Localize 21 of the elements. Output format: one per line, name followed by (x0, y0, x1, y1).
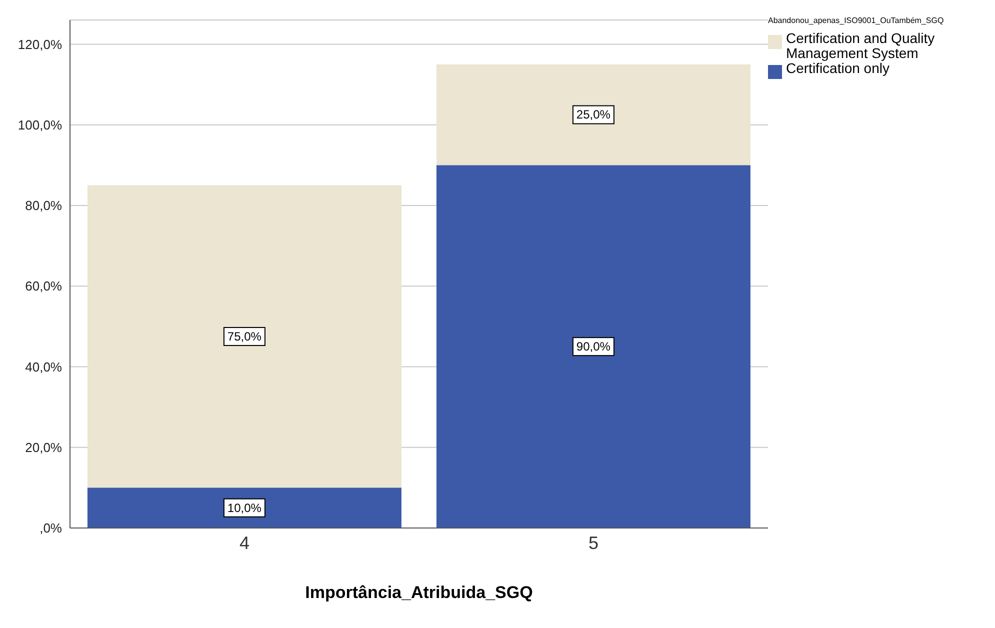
y-tick-label: 120,0% (18, 36, 62, 52)
data-label: 25,0% (576, 108, 611, 122)
y-tick-label: 100,0% (18, 117, 62, 132)
y-tick-label: 80,0% (25, 198, 62, 214)
y-tick-label: ,0% (40, 520, 62, 536)
bar (436, 64, 750, 166)
bar (87, 488, 402, 528)
legend-label: Certification and Quality Management System (786, 30, 936, 61)
legend-title: Abandonou_apenas_ISO9001_OuTambém_SGQ (768, 16, 945, 25)
bar (87, 185, 402, 488)
legend-label: Certification only (786, 60, 890, 76)
x-tick-label: 5 (588, 532, 599, 553)
data-label: 10,0% (227, 500, 262, 515)
y-tick-label: 20,0% (25, 440, 62, 455)
y-tick-label: 60,0% (25, 278, 62, 294)
x-axis-title: Importância_Atribuida_SGQ (305, 583, 533, 602)
data-label: 90,0% (576, 340, 611, 354)
x-tick-label: 4 (239, 532, 250, 553)
data-label: 75,0% (227, 329, 262, 344)
bar (436, 165, 750, 528)
y-tick-label: 40,0% (25, 359, 62, 374)
